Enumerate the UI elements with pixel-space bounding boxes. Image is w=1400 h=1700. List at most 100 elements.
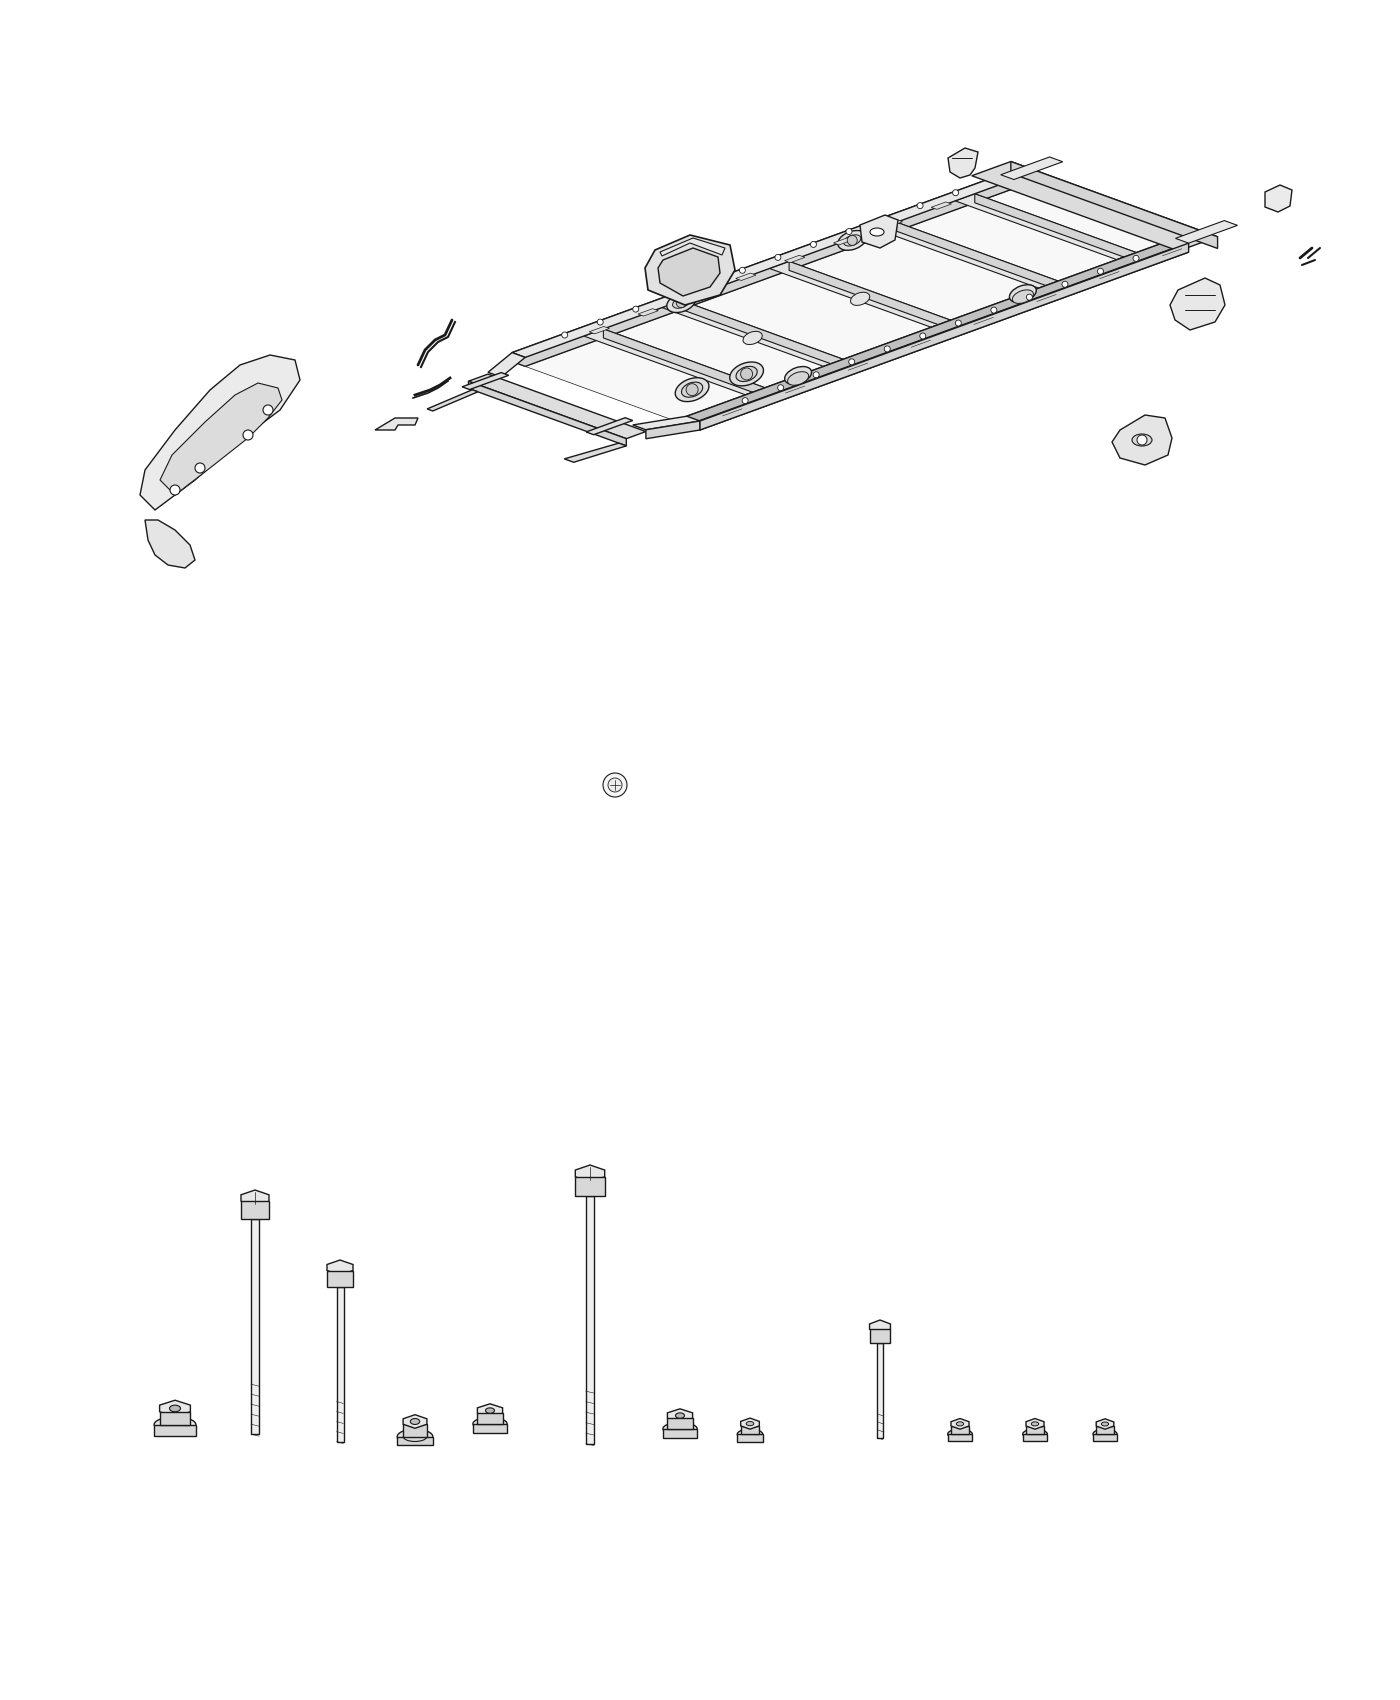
Circle shape bbox=[195, 462, 204, 473]
Circle shape bbox=[885, 345, 890, 352]
Polygon shape bbox=[469, 381, 626, 445]
Ellipse shape bbox=[1093, 1430, 1117, 1438]
Circle shape bbox=[741, 367, 753, 379]
Polygon shape bbox=[477, 1413, 503, 1425]
Circle shape bbox=[882, 216, 888, 221]
Polygon shape bbox=[682, 301, 843, 369]
Polygon shape bbox=[564, 444, 626, 462]
Circle shape bbox=[742, 398, 748, 403]
Ellipse shape bbox=[1032, 1421, 1039, 1426]
Circle shape bbox=[598, 320, 603, 325]
Polygon shape bbox=[1266, 185, 1292, 212]
Circle shape bbox=[169, 484, 181, 495]
Ellipse shape bbox=[486, 1408, 494, 1413]
Polygon shape bbox=[948, 1435, 972, 1442]
Polygon shape bbox=[427, 389, 477, 411]
Polygon shape bbox=[662, 301, 843, 367]
Polygon shape bbox=[951, 1418, 969, 1430]
Polygon shape bbox=[882, 219, 903, 228]
Polygon shape bbox=[241, 1190, 269, 1205]
Ellipse shape bbox=[675, 377, 708, 401]
Polygon shape bbox=[951, 1426, 969, 1435]
Ellipse shape bbox=[844, 235, 861, 246]
Polygon shape bbox=[974, 194, 1137, 262]
Circle shape bbox=[1063, 280, 1068, 287]
Polygon shape bbox=[251, 1219, 259, 1435]
Polygon shape bbox=[896, 223, 1058, 291]
Polygon shape bbox=[668, 1418, 693, 1428]
Ellipse shape bbox=[736, 367, 757, 381]
Circle shape bbox=[848, 359, 855, 366]
Polygon shape bbox=[736, 274, 756, 280]
Polygon shape bbox=[1112, 415, 1172, 466]
Polygon shape bbox=[1096, 1420, 1114, 1430]
Polygon shape bbox=[738, 1435, 763, 1442]
Circle shape bbox=[955, 320, 962, 326]
Polygon shape bbox=[784, 255, 805, 264]
Polygon shape bbox=[603, 328, 764, 396]
Polygon shape bbox=[876, 223, 1058, 289]
Circle shape bbox=[603, 774, 627, 797]
Ellipse shape bbox=[788, 372, 809, 386]
Polygon shape bbox=[1026, 1426, 1044, 1435]
Polygon shape bbox=[512, 184, 1014, 367]
Ellipse shape bbox=[1102, 1421, 1109, 1426]
Polygon shape bbox=[790, 262, 951, 330]
Polygon shape bbox=[512, 175, 1001, 362]
Polygon shape bbox=[375, 418, 419, 430]
Polygon shape bbox=[489, 352, 525, 377]
Polygon shape bbox=[512, 175, 1014, 357]
Polygon shape bbox=[633, 416, 700, 430]
Circle shape bbox=[561, 332, 567, 338]
Polygon shape bbox=[585, 1195, 594, 1443]
Polygon shape bbox=[770, 262, 951, 328]
Circle shape bbox=[1137, 435, 1147, 445]
Ellipse shape bbox=[729, 362, 763, 386]
Ellipse shape bbox=[1012, 291, 1033, 303]
Ellipse shape bbox=[666, 292, 696, 313]
Circle shape bbox=[952, 190, 959, 196]
Circle shape bbox=[920, 333, 925, 338]
Circle shape bbox=[917, 202, 923, 209]
Polygon shape bbox=[398, 1436, 433, 1445]
Circle shape bbox=[847, 235, 857, 245]
Circle shape bbox=[776, 255, 781, 260]
Polygon shape bbox=[477, 1404, 503, 1418]
Ellipse shape bbox=[410, 1418, 420, 1425]
Ellipse shape bbox=[837, 231, 867, 250]
Polygon shape bbox=[658, 248, 720, 296]
Polygon shape bbox=[403, 1425, 427, 1436]
Ellipse shape bbox=[403, 1431, 427, 1442]
Polygon shape bbox=[328, 1260, 353, 1275]
Ellipse shape bbox=[169, 1406, 181, 1411]
Ellipse shape bbox=[746, 1421, 753, 1426]
Polygon shape bbox=[687, 238, 1189, 422]
Polygon shape bbox=[955, 194, 1137, 260]
Circle shape bbox=[813, 372, 819, 377]
Ellipse shape bbox=[743, 332, 762, 345]
Circle shape bbox=[676, 298, 686, 308]
Polygon shape bbox=[668, 1409, 693, 1423]
Polygon shape bbox=[833, 238, 854, 245]
Polygon shape bbox=[741, 1426, 759, 1435]
Polygon shape bbox=[1093, 1435, 1117, 1442]
Polygon shape bbox=[860, 214, 897, 248]
Polygon shape bbox=[659, 238, 725, 257]
Circle shape bbox=[846, 228, 853, 235]
Circle shape bbox=[739, 267, 745, 274]
Circle shape bbox=[811, 241, 816, 248]
Ellipse shape bbox=[398, 1430, 433, 1445]
Ellipse shape bbox=[664, 1423, 697, 1435]
Polygon shape bbox=[328, 1270, 353, 1287]
Polygon shape bbox=[700, 243, 1189, 430]
Polygon shape bbox=[1170, 279, 1225, 330]
Ellipse shape bbox=[473, 1418, 507, 1430]
Polygon shape bbox=[1001, 156, 1063, 180]
Ellipse shape bbox=[675, 1413, 685, 1418]
Ellipse shape bbox=[956, 1421, 963, 1426]
Polygon shape bbox=[473, 1425, 507, 1433]
Polygon shape bbox=[664, 1428, 697, 1438]
Polygon shape bbox=[1096, 1426, 1114, 1435]
Circle shape bbox=[263, 405, 273, 415]
Ellipse shape bbox=[869, 228, 883, 236]
